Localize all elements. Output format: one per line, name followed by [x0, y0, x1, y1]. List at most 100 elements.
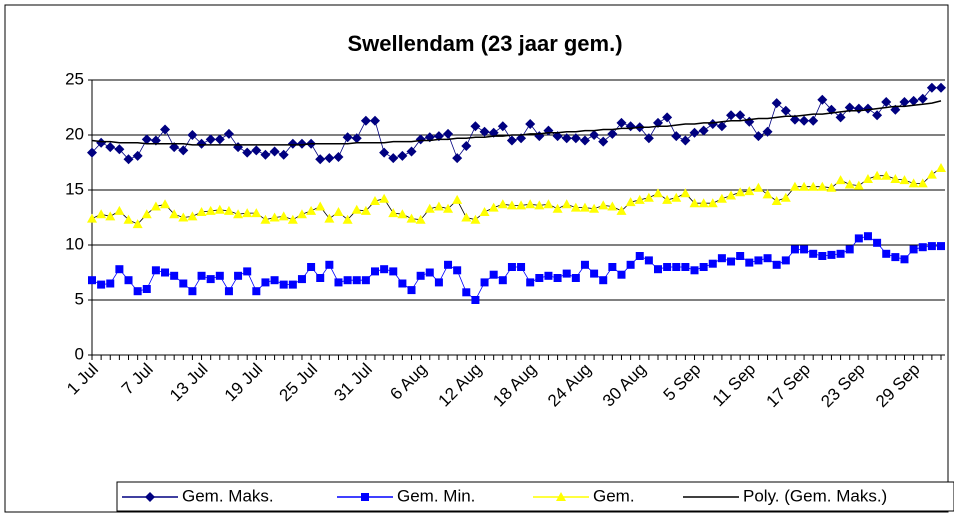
point	[287, 214, 298, 224]
point	[771, 98, 782, 109]
point	[123, 154, 134, 165]
point	[296, 138, 307, 149]
point	[589, 203, 600, 213]
point	[854, 234, 863, 243]
point	[424, 203, 435, 213]
legend-marker	[145, 492, 155, 502]
y-tick-label: 15	[65, 179, 84, 198]
point	[196, 138, 207, 149]
point	[680, 135, 691, 146]
point	[826, 182, 837, 192]
point	[809, 249, 818, 258]
point	[133, 287, 142, 296]
point	[453, 266, 462, 275]
point	[115, 265, 124, 274]
point	[516, 200, 527, 210]
point	[506, 135, 517, 146]
point	[790, 245, 799, 254]
point	[169, 142, 180, 153]
series-line	[91, 87, 941, 160]
point	[242, 208, 253, 218]
y-tick-label: 25	[65, 69, 84, 88]
point	[170, 271, 179, 280]
point	[197, 271, 206, 280]
point	[735, 110, 746, 121]
point	[845, 245, 854, 254]
point	[653, 188, 663, 198]
point	[689, 198, 700, 208]
point	[223, 205, 234, 215]
point	[269, 146, 280, 157]
point	[598, 200, 609, 210]
point	[744, 186, 755, 196]
point	[243, 267, 252, 276]
point	[717, 254, 726, 263]
point	[234, 271, 243, 280]
point	[114, 144, 125, 155]
point	[873, 238, 882, 247]
point	[607, 128, 618, 139]
point	[461, 141, 472, 151]
point	[160, 199, 171, 209]
point	[343, 276, 352, 285]
point	[342, 132, 353, 143]
chart-title: Swellendam (23 jaar gem.)	[347, 31, 622, 56]
point	[296, 209, 307, 219]
point	[689, 127, 700, 138]
point	[397, 209, 408, 219]
point	[772, 260, 781, 269]
point	[489, 270, 498, 279]
point	[562, 269, 571, 278]
point	[406, 146, 417, 157]
point	[388, 153, 399, 164]
point	[488, 202, 499, 212]
point	[406, 213, 417, 223]
point	[762, 126, 773, 137]
point	[526, 278, 535, 287]
point	[862, 174, 873, 183]
point	[352, 276, 361, 285]
point	[617, 270, 626, 279]
point	[818, 252, 827, 260]
point	[433, 131, 444, 142]
point	[534, 200, 545, 210]
point	[780, 192, 791, 202]
point	[699, 263, 708, 271]
point	[663, 263, 672, 271]
point	[206, 275, 215, 284]
point	[853, 180, 864, 190]
point	[716, 193, 727, 203]
point	[360, 205, 371, 215]
point	[654, 265, 662, 274]
point	[571, 274, 580, 282]
point	[142, 285, 151, 293]
legend-label: Gem. Maks.	[182, 486, 274, 505]
point	[525, 119, 536, 129]
point	[517, 263, 526, 271]
point	[662, 112, 673, 123]
point	[763, 254, 772, 263]
point	[380, 265, 389, 274]
point	[233, 209, 244, 219]
series-line	[91, 100, 942, 146]
point	[297, 275, 306, 284]
point	[616, 205, 627, 215]
point	[132, 219, 143, 229]
point	[707, 119, 718, 129]
point	[288, 280, 297, 289]
point	[215, 271, 224, 280]
point	[753, 131, 764, 142]
point	[178, 212, 189, 222]
point	[361, 276, 370, 285]
point	[745, 258, 754, 267]
point	[716, 121, 727, 132]
point	[306, 205, 317, 215]
point	[835, 175, 846, 185]
point	[124, 276, 133, 285]
point	[87, 213, 97, 223]
point	[415, 214, 426, 224]
point	[252, 287, 261, 296]
point	[398, 279, 407, 288]
point	[890, 174, 901, 183]
point	[707, 198, 718, 208]
